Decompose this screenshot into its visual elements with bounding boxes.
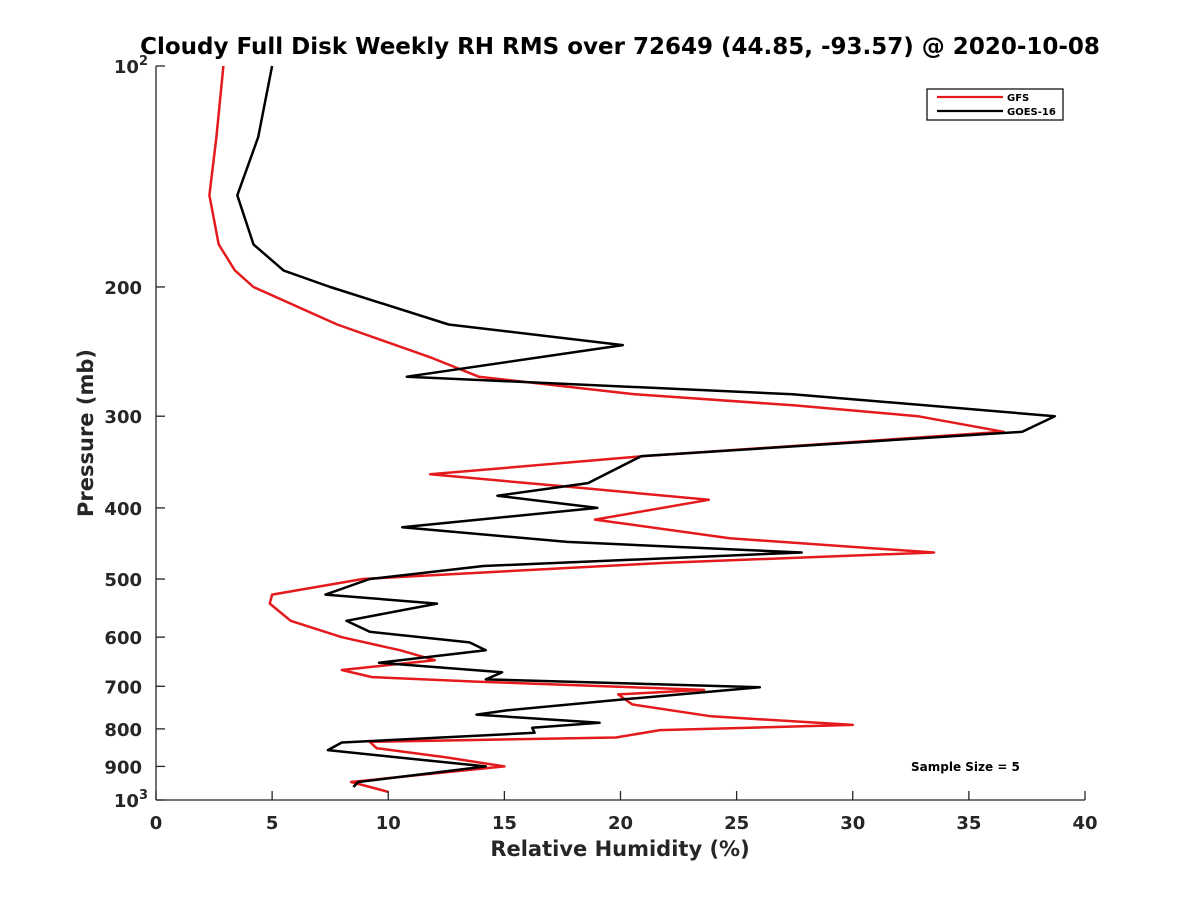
y-tick-label: 900: [104, 757, 142, 778]
legend-label-goes-16: GOES-16: [1007, 107, 1056, 118]
x-tick-label: 30: [840, 813, 865, 834]
sample-size-annotation: Sample Size = 5: [911, 760, 1020, 774]
legend: GFS GOES-16: [926, 88, 1064, 121]
y-tick-label: 300: [104, 407, 142, 428]
y-tick-label: 700: [104, 677, 142, 698]
series-line-goes-16: [236, 65, 1057, 788]
y-tick-label: 500: [104, 570, 142, 591]
y-tick-label: 200: [104, 278, 142, 299]
series-line-gfs: [208, 65, 1005, 794]
plot-area: 0 5 10 15 20 25 30 35 40 102 200 300 400 500 600 700 800…: [104, 54, 1097, 834]
x-tick-label: 15: [492, 813, 517, 834]
y-tick-label: 600: [104, 628, 142, 649]
x-tick-label: 40: [1072, 813, 1097, 834]
x-tick-label: 20: [608, 813, 633, 834]
y-tick-label: 103: [114, 788, 148, 812]
y-tick-label: 400: [104, 499, 142, 520]
x-axis-label: Relative Humidity (%): [490, 837, 749, 861]
y-tick-label: 800: [104, 720, 142, 741]
y-axis-label: Pressure (mb): [74, 349, 98, 517]
legend-label-gfs: GFS: [1007, 93, 1029, 104]
x-tick-label: 0: [150, 813, 163, 834]
y-tick-label: 102: [114, 54, 148, 78]
chart-title: Cloudy Full Disk Weekly RH RMS over 7264…: [140, 34, 1100, 60]
x-tick-label: 10: [376, 813, 401, 834]
legend-box: [926, 88, 1064, 121]
x-tick-label: 25: [724, 813, 749, 834]
x-tick-label: 5: [266, 813, 279, 834]
x-tick-label: 35: [956, 813, 981, 834]
